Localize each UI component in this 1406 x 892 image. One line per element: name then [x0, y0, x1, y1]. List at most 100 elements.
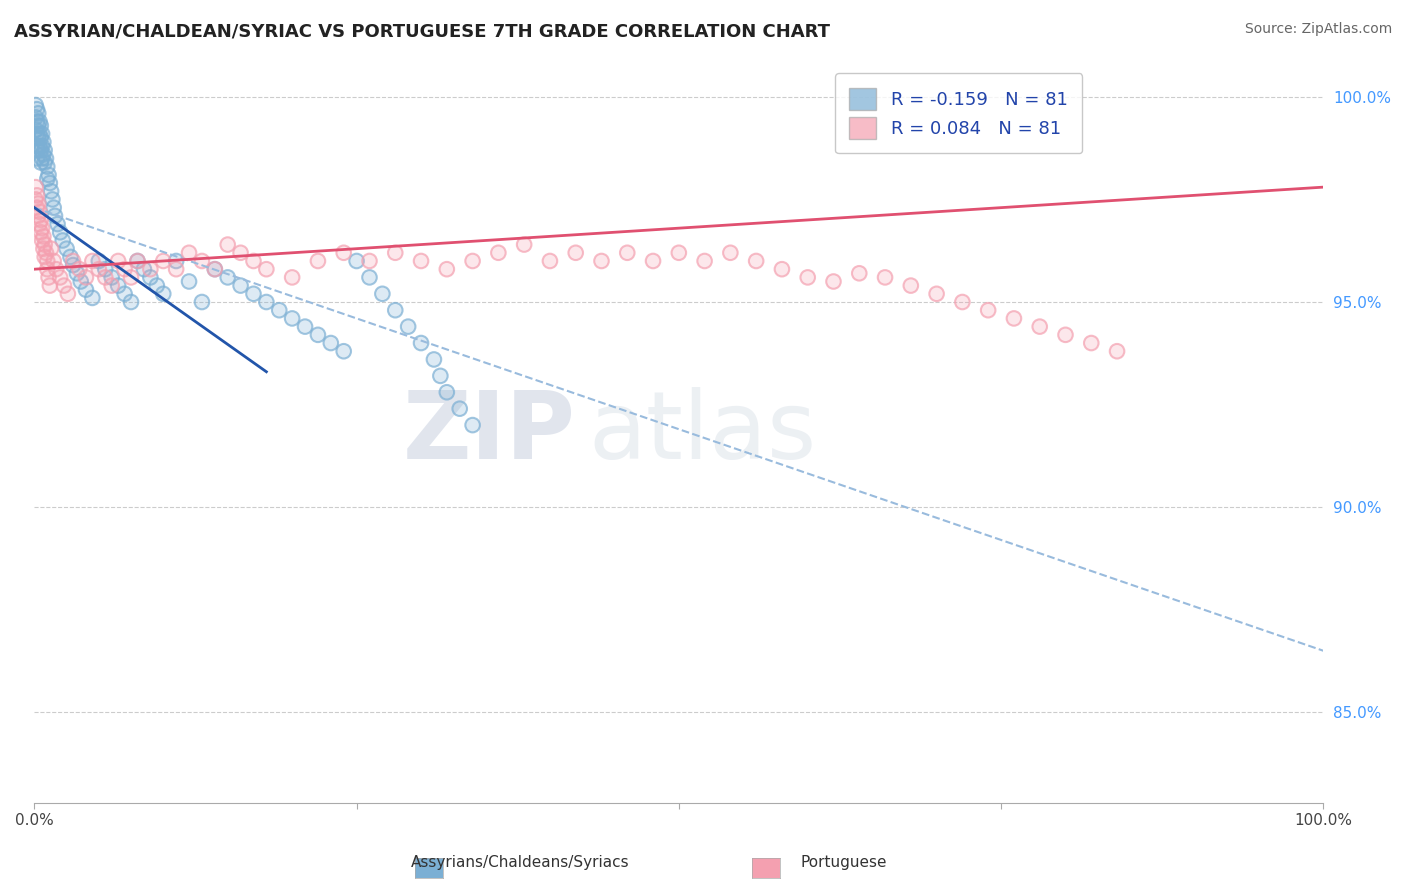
Text: ZIP: ZIP [404, 387, 575, 479]
Point [37, 262, 59, 277]
Point [24, 193, 46, 207]
Point [69, 262, 91, 277]
Point [59, 250, 82, 264]
Point [269, 303, 291, 318]
Point [25, 188, 48, 202]
Point [281, 270, 304, 285]
Point [75, 270, 97, 285]
Point [32, 242, 55, 256]
Point [100, 278, 122, 293]
Point [39, 184, 62, 198]
Point [152, 286, 174, 301]
Point [461, 418, 484, 433]
Point [823, 275, 845, 289]
Point [745, 254, 768, 268]
Point [44, 209, 66, 223]
Point [32, 229, 55, 244]
Point [37, 172, 59, 186]
Point [82, 254, 104, 268]
Point [718, 245, 741, 260]
Point [31, 127, 53, 141]
Point [371, 286, 394, 301]
Point [1028, 319, 1050, 334]
Point [94, 270, 117, 285]
Point [1080, 336, 1102, 351]
Point [107, 254, 129, 268]
Point [52, 234, 75, 248]
Point [38, 270, 60, 285]
Point [384, 245, 406, 260]
Point [27, 119, 49, 133]
Point [87, 254, 110, 268]
Point [848, 266, 870, 280]
Point [449, 401, 471, 416]
Point [319, 336, 342, 351]
Point [27, 119, 49, 133]
Point [28, 204, 51, 219]
Text: ASSYRIAN/CHALDEAN/SYRIAC VS PORTUGUESE 7TH GRADE CORRELATION CHART: ASSYRIAN/CHALDEAN/SYRIAC VS PORTUGUESE 7… [14, 22, 830, 40]
Point [25, 188, 48, 202]
Point [69, 275, 91, 289]
Point [25, 152, 48, 166]
Point [107, 278, 129, 293]
Point [538, 254, 561, 268]
Point [62, 258, 84, 272]
Point [38, 168, 60, 182]
Point [229, 278, 252, 293]
Point [107, 254, 129, 268]
Point [37, 262, 59, 277]
Point [436, 385, 458, 400]
Point [38, 176, 60, 190]
Point [307, 327, 329, 342]
Point [384, 245, 406, 260]
Point [24, 98, 46, 112]
Point [37, 254, 59, 268]
Point [53, 278, 76, 293]
Point [87, 254, 110, 268]
Point [45, 262, 67, 277]
Point [177, 245, 200, 260]
Point [24, 180, 46, 194]
Point [25, 102, 48, 116]
Point [132, 262, 155, 277]
Point [41, 193, 63, 207]
Point [429, 368, 451, 383]
Point [900, 278, 922, 293]
Point [191, 295, 214, 310]
Point [28, 139, 51, 153]
Point [693, 254, 716, 268]
Point [25, 201, 48, 215]
Point [35, 245, 58, 260]
Point [177, 275, 200, 289]
Point [796, 270, 818, 285]
Point [42, 201, 65, 215]
Point [848, 266, 870, 280]
Point [56, 286, 79, 301]
Point [24, 122, 46, 136]
Point [204, 262, 226, 277]
Point [30, 213, 52, 227]
Point [409, 254, 432, 268]
Point [82, 291, 104, 305]
Point [38, 270, 60, 285]
Point [641, 254, 664, 268]
Point [668, 245, 690, 260]
Point [436, 385, 458, 400]
Point [165, 262, 187, 277]
Point [668, 245, 690, 260]
Point [49, 225, 72, 239]
Point [1002, 311, 1025, 326]
Point [32, 135, 55, 149]
Point [62, 254, 84, 268]
Point [204, 262, 226, 277]
Point [191, 295, 214, 310]
Point [796, 270, 818, 285]
Point [87, 262, 110, 277]
Point [346, 254, 368, 268]
Point [82, 291, 104, 305]
Point [82, 254, 104, 268]
Point [1054, 327, 1077, 342]
Point [38, 176, 60, 190]
Point [900, 278, 922, 293]
Point [94, 262, 117, 277]
